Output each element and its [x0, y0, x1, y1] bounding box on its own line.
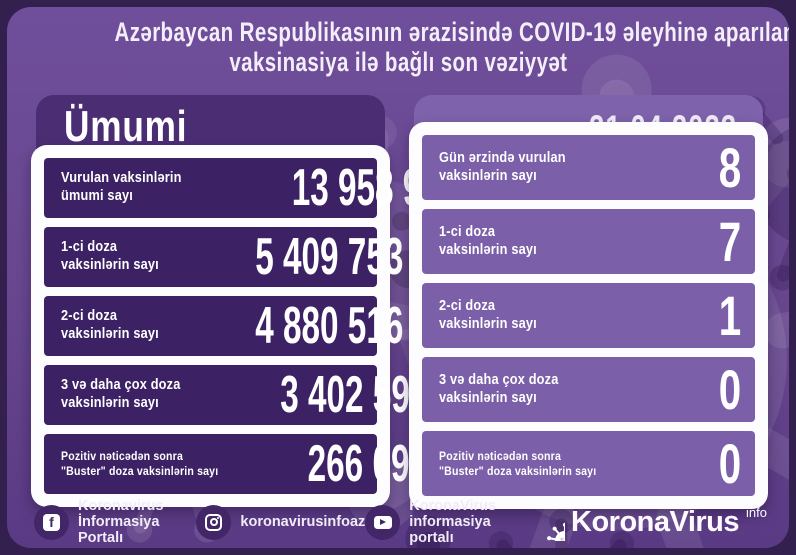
stat-row-dose1-total: 1-ci doza vaksinlərin sayı 5 409 753	[44, 227, 404, 287]
stat-label: Gün ərzində vurulan vaksinlərin sayı	[439, 149, 566, 184]
stat-row-daily-vaccines: Gün ərzində vurulan vaksinlərin sayı 8	[422, 135, 755, 200]
totals-card: Vurulan vaksinlərin ümumi sayı 13 958 96…	[31, 145, 458, 507]
youtube-icon	[365, 504, 401, 540]
stat-row-dose3plus-total: 3 və daha çox doza vaksinlərin sayı 3 40…	[44, 365, 428, 425]
stat-value: 3 402 597	[280, 366, 429, 424]
stat-value: 4 880 516	[255, 297, 404, 355]
stat-label: Pozitiv nəticədən sonra "Buster" doza va…	[61, 449, 219, 478]
instagram-label: koronavirusinfoaz	[240, 514, 366, 530]
title-line-2: vaksinasiya ilə bağlı son vəziyyət	[228, 46, 567, 77]
totals-header-label: Ümumi	[64, 102, 188, 151]
stat-row-dose1-daily: 1-ci doza vaksinlərin sayı 7	[422, 209, 755, 274]
stat-row-booster-total: Pozitiv nəticədən sonra "Buster" doza va…	[44, 434, 428, 494]
youtube-label: KoronaVirus informasiya portalı	[409, 498, 497, 546]
stat-value: 7	[718, 210, 741, 273]
footer: f Koronavirus İnformasiya Portalı korona…	[34, 498, 767, 546]
logo-suffix: info	[746, 504, 767, 520]
stat-row-dose2-daily: 2-ci doza vaksinlərin sayı 1	[422, 283, 755, 348]
stats-columns: Ümumi Vurulan vaksinlərin ümumi sayı 13 …	[31, 95, 768, 509]
stat-label: 1-ci doza vaksinlərin sayı	[439, 223, 537, 258]
title-line-1: Azərbaycan Respublikasının ərazisində CO…	[114, 17, 789, 47]
stat-value: 8	[718, 136, 741, 199]
youtube-link[interactable]: KoronaVirus informasiya portalı	[365, 498, 528, 546]
stat-label: 1-ci doza vaksinlərin sayı	[61, 239, 159, 273]
facebook-link[interactable]: f Koronavirus İnformasiya Portalı	[34, 498, 196, 546]
koronavirus-logo[interactable]: KoronaVirus info	[528, 504, 767, 541]
stat-row-total-vaccines: Vurulan vaksinlərin ümumi sayı 13 958 96…	[44, 158, 458, 218]
page-title: Azərbaycan Respublikasının ərazisində CO…	[7, 17, 789, 77]
stat-row-dose2-total: 2-ci doza vaksinlərin sayı 4 880 516	[44, 296, 404, 356]
stat-label: Vurulan vaksinlərin ümumi sayı	[61, 170, 182, 204]
stat-label: 2-ci doza vaksinlərin sayı	[439, 297, 537, 332]
stat-label: 3 və daha çox doza vaksinlərin sayı	[61, 377, 181, 411]
logo-text: KoronaVirus	[571, 505, 740, 538]
facebook-icon: f	[34, 504, 69, 540]
facebook-label: Koronavirus İnformasiya Portalı	[78, 498, 164, 546]
main-panel: Azərbaycan Respublikasının ərazisində CO…	[7, 7, 789, 548]
stat-value: 0	[718, 432, 741, 495]
stat-label: 2-ci doza vaksinlərin sayı	[61, 308, 159, 342]
virus-icon	[528, 504, 565, 541]
daily-card: Gün ərzində vurulan vaksinlərin sayı 8 1…	[409, 122, 768, 509]
stat-value: 5 409 753	[255, 228, 404, 286]
instagram-icon	[196, 504, 232, 540]
stat-value: 1	[718, 284, 741, 347]
instagram-link[interactable]: koronavirusinfoaz	[196, 504, 366, 540]
totals-section: Ümumi Vurulan vaksinlərin ümumi sayı 13 …	[31, 95, 458, 507]
stat-label: Pozitiv nəticədən sonra "Buster" doza va…	[439, 448, 597, 478]
daily-section: 21.04.2023 Gün ərzində vurulan vaksinlər…	[409, 95, 768, 509]
stat-row-booster-daily: Pozitiv nəticədən sonra "Buster" doza va…	[422, 431, 755, 496]
stat-value: 0	[718, 358, 741, 421]
stat-label: 3 və daha çox doza vaksinlərin sayı	[439, 371, 559, 406]
stat-row-dose3plus-daily: 3 və daha çox doza vaksinlərin sayı 0	[422, 357, 755, 422]
